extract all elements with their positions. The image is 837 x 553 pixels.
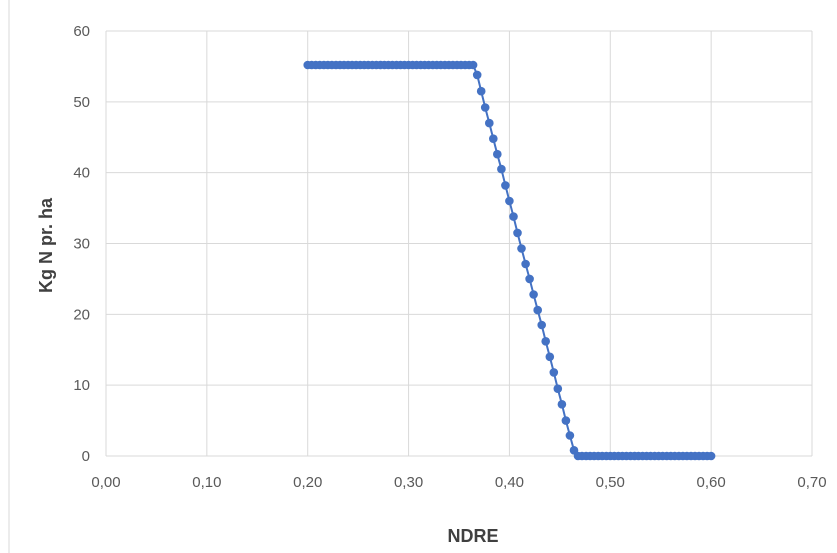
data-point [529, 290, 538, 299]
data-point [497, 164, 506, 174]
data-point [513, 228, 522, 238]
data-point [525, 274, 534, 284]
data-point [557, 400, 567, 409]
tick-labels: 0,00 0,10 0,20 0,30 0,40 0,50 0,60 0,70 0 10 20 30 4… [73, 23, 826, 491]
x-tick-label: 0,50 [596, 474, 625, 491]
gridlines [105, 30, 813, 457]
data-point [505, 196, 514, 206]
data-point [472, 70, 482, 80]
data-point [533, 305, 542, 315]
data-point [517, 244, 526, 253]
y-tick-label: 60 [73, 23, 90, 40]
x-tick-label: 0,30 [394, 474, 423, 491]
data-points [303, 60, 716, 461]
data-point [545, 352, 555, 362]
data-point [553, 384, 563, 394]
y-tick-label: 0 [82, 448, 90, 465]
data-point [549, 368, 559, 377]
y-tick-label: 10 [73, 377, 90, 394]
data-point [489, 134, 498, 143]
data-point [509, 212, 518, 221]
x-tick-label: 0,40 [495, 474, 524, 491]
data-point [485, 118, 494, 128]
x-tick-label: 0,60 [697, 474, 726, 491]
data-point [521, 259, 530, 269]
data-point [476, 86, 486, 96]
y-axis-title: Kg N pr. ha [36, 197, 56, 293]
x-tick-label: 0,00 [91, 474, 120, 491]
y-tick-label: 30 [73, 236, 90, 253]
y-tick-label: 50 [73, 94, 90, 111]
data-point [706, 451, 716, 461]
data-point [537, 320, 546, 330]
data-point [501, 181, 510, 190]
x-axis-title: NDRE [447, 526, 498, 546]
x-tick-label: 0,20 [293, 474, 322, 491]
y-tick-label: 20 [73, 306, 90, 323]
data-point [480, 103, 490, 112]
x-tick-label: 0,10 [192, 474, 221, 491]
data-point [493, 149, 502, 159]
y-tick-label: 40 [73, 165, 90, 182]
x-tick-label: 0,70 [797, 474, 826, 491]
data-point [468, 60, 478, 70]
data-point [565, 431, 575, 440]
data-point [541, 337, 550, 346]
data-point [561, 416, 571, 425]
